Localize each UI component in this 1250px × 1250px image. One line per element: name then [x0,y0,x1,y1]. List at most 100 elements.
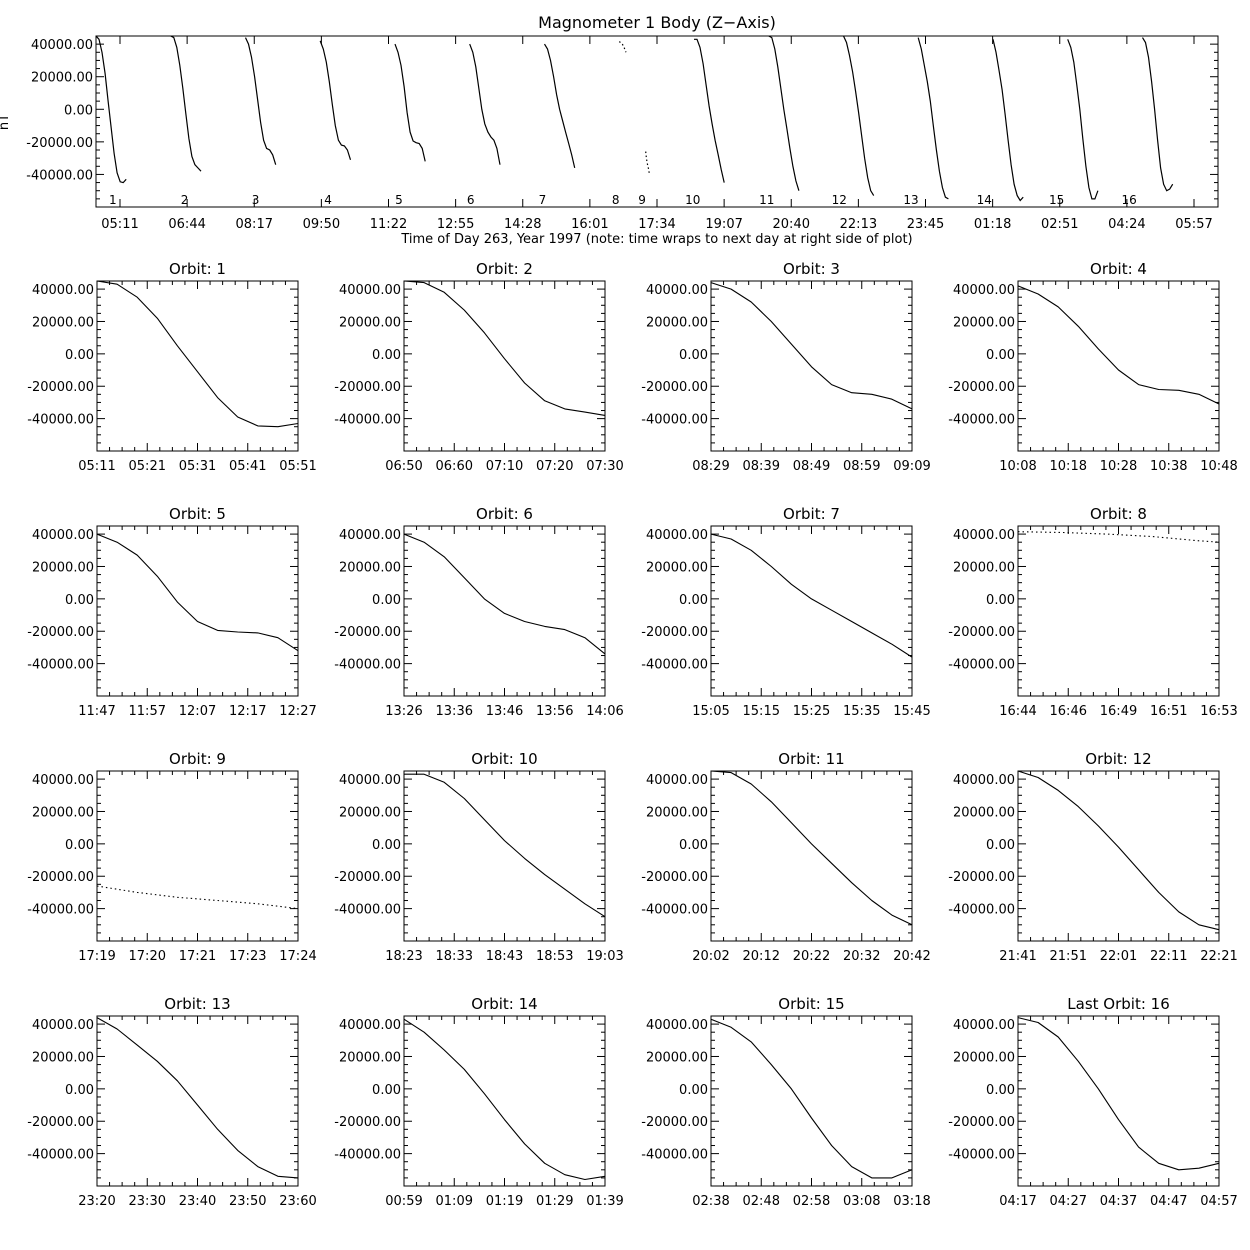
orbit-15-ytick-label: -40000.00 [641,1148,708,1163]
top-chart-xtick-label: 05:11 [101,217,138,232]
top-chart-xtick-label: 09:50 [303,217,340,232]
top-chart-orbit-label: 4 [324,193,332,207]
top-chart-orbit-trace [1067,39,1099,200]
orbit-13-ytick-label: 40000.00 [32,1018,94,1033]
orbit-6-xtick-label: 13:36 [436,704,473,719]
orbit-7-xtick-label: 15:35 [843,704,880,719]
orbit-16-xtick-label: 04:37 [1100,1194,1137,1209]
top-chart-xtick-label: 17:34 [638,217,675,232]
orbit-2-ytick-label: -40000.00 [334,413,401,428]
orbit-10-xtick-label: 19:03 [586,949,623,964]
top-chart-orbit-label: 6 [467,193,475,207]
orbit-5-ytick-label: 20000.00 [32,560,94,575]
orbit-2-ytick-label: 40000.00 [339,283,401,298]
top-chart-orbit-trace [1141,37,1174,192]
orbit-14-ytick-label: 20000.00 [339,1050,401,1065]
orbit-14-ytick-label: 40000.00 [339,1018,401,1033]
orbit-15-ytick-label: 40000.00 [646,1018,708,1033]
top-chart-orbit-trace [768,35,800,191]
top-chart-xtick-label: 22:13 [840,217,877,232]
orbit-7-ytick-label: -40000.00 [641,658,708,673]
orbit-9-series-line [96,885,299,910]
orbit-14-title: Orbit: 14 [471,995,537,1013]
orbit-11-series-line [710,770,913,926]
orbit-13-series-line [96,1017,299,1179]
top-chart-orbit-label: 9 [638,193,646,207]
orbit-12-ytick-label: -20000.00 [948,870,1015,885]
orbit-12-xtick-label: 22:21 [1200,949,1237,964]
orbit-2-title: Orbit: 2 [476,260,533,278]
orbit-7-ytick-label: 0.00 [679,593,708,608]
orbit-14-xtick-label: 01:29 [536,1194,573,1209]
orbit-10-ytick-label: 0.00 [372,838,401,853]
orbit-1-xtick-label: 05:21 [129,459,166,474]
orbit-13-xtick-label: 23:40 [179,1194,216,1209]
orbit-6-ytick-label: 20000.00 [339,560,401,575]
top-chart-orbit-trace [244,37,277,165]
orbit-2-ytick-label: -20000.00 [334,380,401,395]
orbit-15-xtick-label: 02:58 [793,1194,830,1209]
top-chart-xtick-label: 01:18 [974,217,1011,232]
orbit-9-ytick-label: 20000.00 [32,805,94,820]
orbit-16-ytick-label: -20000.00 [948,1115,1015,1130]
orbit-16-ytick-label: -40000.00 [948,1148,1015,1163]
top-chart-orbit-trace [645,151,650,175]
orbit-2-xtick-label: 07:10 [486,459,523,474]
orbit-10-title: Orbit: 10 [471,750,537,768]
orbit-4-xtick-label: 10:48 [1200,459,1237,474]
orbit-7-xtick-label: 15:45 [893,704,930,719]
orbit-11-frame [710,770,913,942]
orbit-9-ytick-label: -20000.00 [27,870,94,885]
orbit-3-ytick-label: 20000.00 [646,315,708,330]
orbit-5-xtick-label: 12:17 [229,704,266,719]
orbit-13-ytick-label: -40000.00 [27,1148,94,1163]
orbit-12-xtick-label: 21:41 [999,949,1036,964]
top-chart-ytick-label: -20000.00 [26,136,93,151]
top-chart-orbit-label: 3 [252,193,260,207]
orbit-3-xtick-label: 08:39 [743,459,780,474]
orbit-7-xtick-label: 15:15 [743,704,780,719]
orbit-13-ytick-label: 0.00 [65,1083,94,1098]
top-chart-xtick-label: 20:40 [773,217,810,232]
orbit-3-xtick-label: 08:49 [793,459,830,474]
top-chart-xtick-label: 08:17 [236,217,273,232]
orbit-2-xtick-label: 06:60 [436,459,473,474]
orbit-12-xtick-label: 22:01 [1100,949,1137,964]
orbit-8-ytick-label: 40000.00 [953,528,1015,543]
orbit-6-ytick-label: -40000.00 [334,658,401,673]
orbit-4-ytick-label: -40000.00 [948,413,1015,428]
orbit-11-xtick-label: 20:02 [692,949,729,964]
orbit-2-series-line [403,280,606,416]
orbit-9-title: Orbit: 9 [169,750,226,768]
top-chart-frame [95,35,1219,208]
orbit-2-xtick-label: 07:20 [536,459,573,474]
orbit-13-xtick-label: 23:30 [129,1194,166,1209]
orbit-9-ytick-label: 40000.00 [32,773,94,788]
orbit-16-ytick-label: 40000.00 [953,1018,1015,1033]
top-chart-orbit-trace [917,37,949,200]
orbit-6-frame [403,525,606,697]
orbit-8-series-line [1017,531,1220,543]
orbit-5-xtick-label: 12:07 [179,704,216,719]
top-chart-orbit-label: 7 [539,193,547,207]
orbit-9-xtick-label: 17:20 [129,949,166,964]
orbit-14-xtick-label: 01:39 [586,1194,623,1209]
orbit-4-xtick-label: 10:38 [1150,459,1187,474]
orbit-3-xtick-label: 08:29 [692,459,729,474]
orbit-13-xtick-label: 23:50 [229,1194,266,1209]
orbit-6-ytick-label: 40000.00 [339,528,401,543]
orbit-2-xtick-label: 06:50 [385,459,422,474]
top-chart-orbit-label: 16 [1122,193,1137,207]
orbit-10-ytick-label: 20000.00 [339,805,401,820]
orbit-9-frame [96,770,299,942]
orbit-10-ytick-label: -20000.00 [334,870,401,885]
orbit-3-ytick-label: 40000.00 [646,283,708,298]
top-chart-xtick-label: 05:57 [1175,217,1212,232]
orbit-15-xtick-label: 03:18 [893,1194,930,1209]
orbit-14-series-line [403,1018,606,1181]
orbit-8-frame [1017,525,1220,697]
orbit-13-title: Orbit: 13 [164,995,230,1013]
top-chart-xtick-label: 02:51 [1041,217,1078,232]
orbit-14-xtick-label: 01:09 [436,1194,473,1209]
orbit-1-ytick-label: -20000.00 [27,380,94,395]
